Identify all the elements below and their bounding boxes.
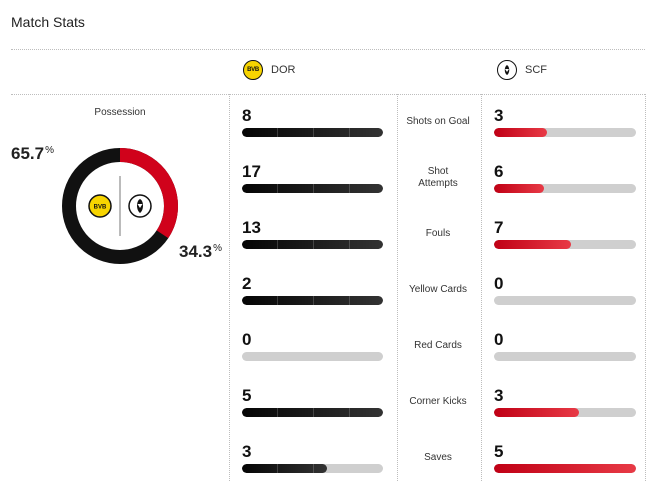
home-stat-value: 5 [242,386,252,405]
away-stat-bar [494,352,636,361]
column-divider [229,94,230,481]
away-possession-value: 34.3% [179,242,222,261]
stat-label: Red Cards [414,340,462,351]
away-stat-bar-fill [494,240,571,249]
away-stat-value: 3 [494,106,504,125]
away-stat-bar [494,184,636,193]
home-stat-bar [242,184,383,193]
stat-label: Fouls [425,228,451,239]
away-team-abbr: SCF [525,64,547,76]
possession-donut: BVB [62,148,178,264]
home-stat-bar [242,352,383,361]
away-stat-bar-fill [494,408,580,417]
home-stat-value: 17 [242,162,261,181]
stat-label: Shots on Goal [406,116,470,127]
svg-text:BVB: BVB [94,205,107,211]
home-stat-bar [242,296,383,305]
freiburg-logo-icon [497,60,517,80]
home-stat-bar [242,240,383,249]
stat-label: Shot Attempts [418,166,458,189]
home-stat-bar-fill [242,128,383,137]
home-stat-value: 13 [242,218,261,237]
home-stat-value: 2 [242,274,252,293]
possession-label: Possession [94,107,146,118]
home-possession-value: 65.7% [11,144,54,163]
away-stat-bar-fill [494,464,636,473]
home-team-header: BVB DOR [243,60,295,80]
stat-label: Yellow Cards [409,284,467,295]
away-stat-value: 5 [494,442,504,461]
stat-label: Saves [424,452,452,463]
home-stat-bar-fill [242,296,383,305]
away-stat-value: 3 [494,386,504,405]
column-divider [645,94,646,481]
column-divider [397,94,398,481]
home-stat-bar-fill [242,240,383,249]
away-stat-bar [494,240,636,249]
home-stat-value: 0 [242,330,252,349]
home-stat-bar [242,464,383,473]
home-stat-bar [242,408,383,417]
home-stat-bar [242,128,383,137]
away-stat-value: 7 [494,218,504,237]
home-stat-value: 8 [242,106,252,125]
home-stat-bar-fill [242,184,383,193]
away-stat-bar [494,296,636,305]
dortmund-logo-icon: BVB [88,194,112,218]
away-stat-bar-fill [494,184,544,193]
away-stat-value: 6 [494,162,504,181]
home-team-abbr: DOR [271,64,296,76]
away-stat-bar [494,464,636,473]
freiburg-logo-icon [128,194,152,218]
away-stat-bar-fill [494,128,548,137]
away-team-header: SCF [497,60,547,80]
column-divider [481,94,482,481]
team-row-divider [11,94,645,95]
away-stat-bar [494,128,636,137]
header-divider [11,49,645,50]
away-stat-value: 0 [494,330,504,349]
away-stat-value: 0 [494,274,504,293]
stat-label: Corner Kicks [409,396,467,407]
away-stat-bar [494,408,636,417]
dortmund-logo-icon: BVB [243,60,263,80]
away-possession-arc [62,148,178,264]
home-stat-bar-fill [242,464,327,473]
home-stat-bar-fill [242,408,383,417]
page-title: Match Stats [11,14,85,30]
home-stat-value: 3 [242,442,252,461]
